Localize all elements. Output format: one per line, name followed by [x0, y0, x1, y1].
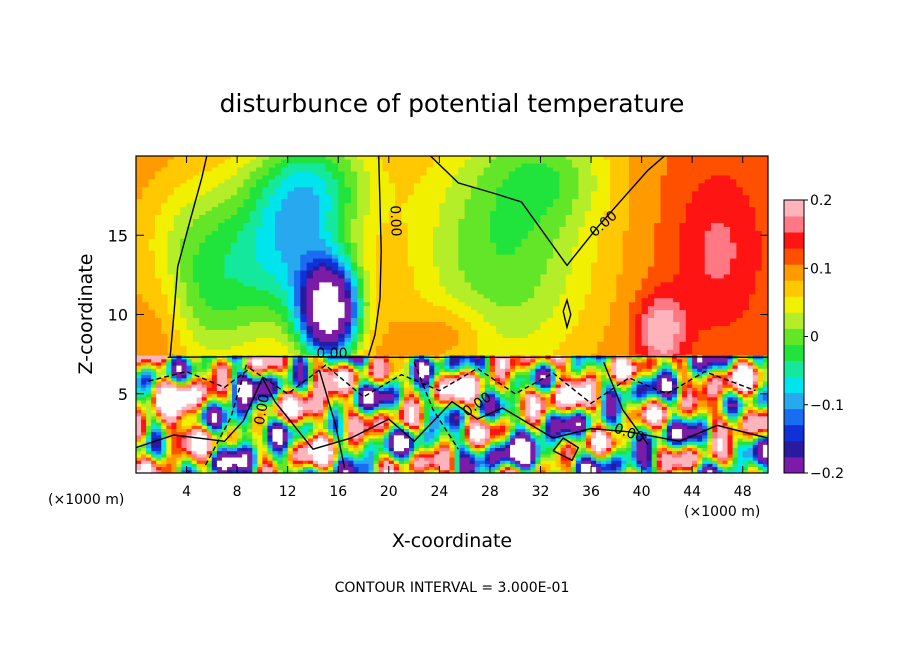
chart-title: disturbunce of potential temperature: [220, 89, 685, 118]
contour-label-3: 0.00: [252, 393, 273, 426]
x-tick-label: 16: [329, 484, 347, 500]
x-tick-label: 32: [532, 484, 550, 500]
y-tick-label: 5: [118, 385, 128, 404]
colorbar-tick-label: 0.2: [810, 193, 832, 209]
colorbar-swatch: [784, 232, 804, 249]
colorbar-swatch: [784, 328, 804, 345]
contour-zero-loop: [562, 297, 572, 330]
colorbar-tick-label: 0.1: [810, 261, 832, 277]
colorbar-swatch: [784, 248, 804, 265]
contour-lower-1: [136, 376, 768, 451]
colorbar-swatch: [784, 312, 804, 329]
x-units-left: (×1000 m): [48, 492, 124, 508]
contour-zero-right: [430, 156, 665, 267]
colorbar: 0.2 0.1 0 −0.1 −0.2: [783, 193, 844, 482]
x-tick-label: 28: [481, 484, 499, 500]
contour-loop-lower: [552, 437, 580, 462]
plot-area: 0.00 0.000.000.00 0.000.00: [136, 156, 768, 473]
colorbar-swatch: [784, 360, 804, 378]
contour-interval-note: CONTOUR INTERVAL = 3.000E-01: [335, 580, 570, 596]
x-tick-label: 36: [582, 484, 600, 500]
field-upper-region: [136, 156, 768, 358]
colorbar-swatch: [784, 408, 804, 426]
contour-lower-6: [603, 361, 649, 445]
contour-label-2: 0.00: [316, 346, 347, 362]
x-axis-label: X-coordinate: [392, 530, 512, 552]
contour-lower-3: [204, 361, 248, 466]
colorbar-swatch: [784, 376, 804, 394]
colorbar-swatch: [784, 264, 804, 281]
colorbar-swatch: [784, 392, 804, 410]
colorbar-swatch: [784, 424, 804, 442]
colorbar-swatch: [784, 440, 804, 458]
colorbar-tick-label: −0.1: [810, 398, 844, 414]
contour-label-0: 0.00: [387, 205, 404, 237]
colorbar-swatch: [784, 296, 804, 313]
x-units-right: (×1000 m): [684, 504, 760, 520]
y-tick-label: 10: [108, 306, 128, 325]
contour-zero-left: [169, 156, 208, 358]
colorbar-swatch: [784, 344, 804, 361]
contour-lower-2: [148, 364, 756, 405]
contour-zero-plume: [367, 156, 382, 356]
x-tick-label: 44: [683, 484, 701, 500]
x-tick-label: 40: [633, 484, 651, 500]
colorbar-swatch: [784, 456, 804, 474]
colorbar-swatch: [784, 216, 804, 233]
y-axis: 5 10 15: [108, 226, 768, 404]
x-tick-label: 8: [233, 484, 242, 500]
y-axis-label: Z-coordinate: [75, 254, 97, 375]
colorbar-swatch: [784, 280, 804, 297]
x-axis: 4 8 12 16 20 24 28 32 36 40 44 48: [182, 156, 752, 500]
x-tick-label: 48: [734, 484, 752, 500]
colorbar-tick-label: −0.2: [810, 466, 844, 482]
contour-lower-4: [318, 369, 346, 469]
colorbar-swatch: [784, 200, 804, 217]
y-tick-label: 15: [108, 226, 128, 245]
contour-boundary: [167, 355, 768, 358]
contour-lower-5: [413, 361, 459, 450]
contour-lines: [136, 156, 768, 469]
x-tick-label: 4: [182, 484, 191, 500]
x-tick-label: 20: [380, 484, 398, 500]
x-tick-label: 24: [430, 484, 448, 500]
colorbar-tick-label: 0: [810, 330, 819, 346]
x-tick-label: 12: [279, 484, 297, 500]
